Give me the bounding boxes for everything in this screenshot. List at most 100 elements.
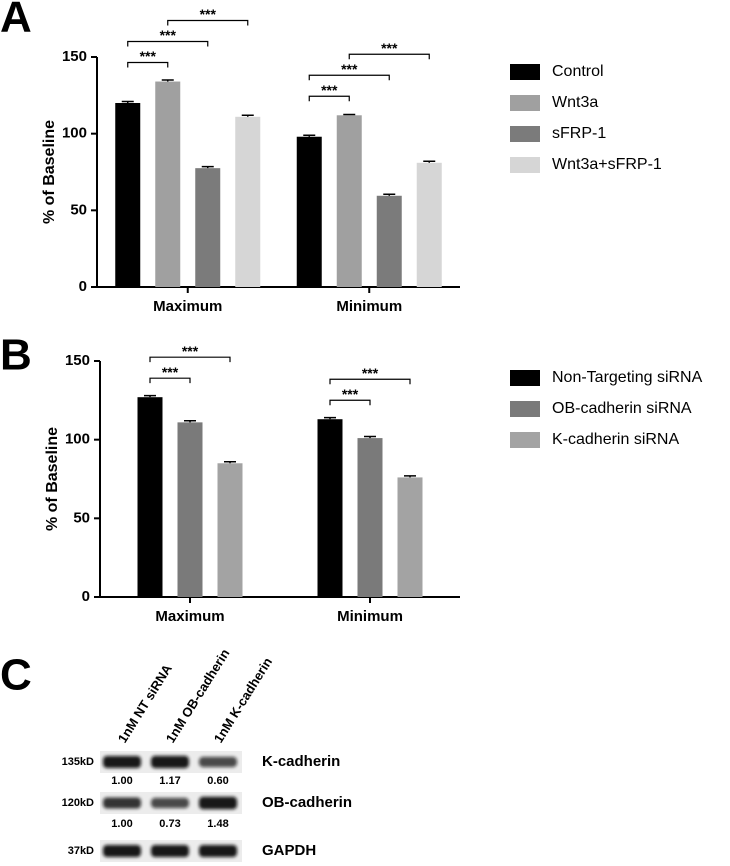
density-value: 1.17 [159, 775, 180, 787]
legend-label: sFRP-1 [552, 125, 606, 142]
error-bar [343, 113, 356, 116]
bar [137, 397, 163, 597]
bar [416, 162, 442, 287]
legend-label: OB-cadherin siRNA [552, 400, 692, 417]
blot-band [199, 845, 237, 857]
y-tick-label: 0 [82, 588, 90, 605]
panel-label: C [0, 651, 32, 700]
significance-bracket [149, 377, 191, 384]
significance-label: *** [160, 27, 177, 43]
significance-label: *** [162, 364, 179, 380]
protein-label: GAPDH [262, 842, 316, 859]
bar [115, 103, 141, 287]
density-value: 0.60 [207, 775, 228, 787]
legend-swatch [510, 126, 540, 142]
x-tick-label: Minimum [336, 298, 402, 315]
bar [217, 463, 243, 597]
protein-label: OB-cadherin [262, 794, 352, 811]
error-bar [324, 416, 336, 420]
error-bar [224, 460, 236, 464]
density-value: 0.73 [159, 818, 180, 830]
y-axis-label: % of Baseline [44, 427, 61, 531]
bar [336, 115, 362, 288]
size-label: 120kD [62, 797, 94, 809]
blot-band [103, 845, 141, 857]
legend-swatch [510, 95, 540, 111]
blot-band [199, 756, 237, 768]
panel-label: A [0, 0, 32, 42]
significance-label: *** [341, 61, 358, 77]
y-tick-label: 50 [70, 201, 87, 218]
error-bar [241, 114, 254, 117]
significance-label: *** [381, 40, 398, 56]
blot-band [151, 845, 189, 857]
legend-swatch [510, 401, 540, 417]
significance-label: *** [182, 343, 199, 359]
error-bar [404, 475, 416, 478]
bar [296, 136, 322, 287]
blot-band [199, 796, 237, 810]
legend-swatch [510, 432, 540, 448]
bar [155, 81, 181, 288]
x-tick-label: Maximum [155, 608, 224, 625]
significance-bracket [348, 53, 430, 60]
legend-swatch [510, 370, 540, 386]
error-bar [364, 435, 376, 439]
significance-bracket [167, 19, 249, 26]
significance-label: *** [140, 48, 157, 64]
y-tick-label: 150 [65, 352, 90, 369]
density-value: 1.00 [111, 818, 132, 830]
bar [376, 195, 402, 287]
y-tick-label: 100 [62, 125, 87, 142]
legend-label: Wnt3a [552, 94, 598, 111]
y-axis-label: % of Baseline [41, 120, 58, 224]
significance-bracket [308, 95, 350, 102]
protein-label: K-cadherin [262, 753, 340, 770]
error-bar [121, 100, 134, 103]
significance-bracket [149, 356, 231, 363]
bar [235, 116, 261, 287]
y-tick-label: 150 [62, 48, 87, 65]
error-bar [383, 193, 396, 196]
error-bar [184, 420, 196, 423]
legend-label: Control [552, 63, 604, 80]
blot-band [103, 756, 141, 768]
bar [357, 438, 383, 597]
density-value: 1.00 [111, 775, 132, 787]
blot-band [151, 797, 189, 809]
significance-bracket [308, 74, 390, 81]
legend-label: K-cadherin siRNA [552, 431, 679, 448]
size-label: 135kD [62, 756, 94, 768]
error-bar [161, 79, 174, 82]
y-tick-label: 50 [73, 509, 90, 526]
significance-label: *** [362, 365, 379, 381]
bar [397, 477, 423, 597]
legend-swatch [510, 157, 540, 173]
x-tick-label: Maximum [153, 298, 222, 315]
significance-bracket [329, 378, 411, 385]
bar [177, 422, 203, 597]
error-bar [423, 160, 436, 163]
error-bar [144, 394, 156, 398]
y-tick-label: 100 [65, 431, 90, 448]
significance-label: *** [342, 386, 359, 402]
significance-bracket [127, 61, 169, 68]
density-value: 1.48 [207, 818, 228, 830]
blot-band [103, 797, 141, 809]
y-tick-label: 0 [79, 278, 87, 295]
legend-label: Non-Targeting siRNA [552, 369, 703, 386]
error-bar [303, 134, 316, 137]
blot-band [151, 755, 189, 769]
bar [195, 168, 221, 287]
error-bar [201, 165, 214, 169]
significance-label: *** [321, 82, 338, 98]
bar [317, 419, 343, 597]
x-tick-label: Minimum [337, 608, 403, 625]
size-label: 37kD [68, 845, 94, 857]
panel-label: B [0, 331, 32, 380]
legend-swatch [510, 64, 540, 80]
significance-label: *** [200, 6, 217, 22]
significance-bracket [329, 399, 371, 406]
significance-bracket [127, 40, 209, 47]
